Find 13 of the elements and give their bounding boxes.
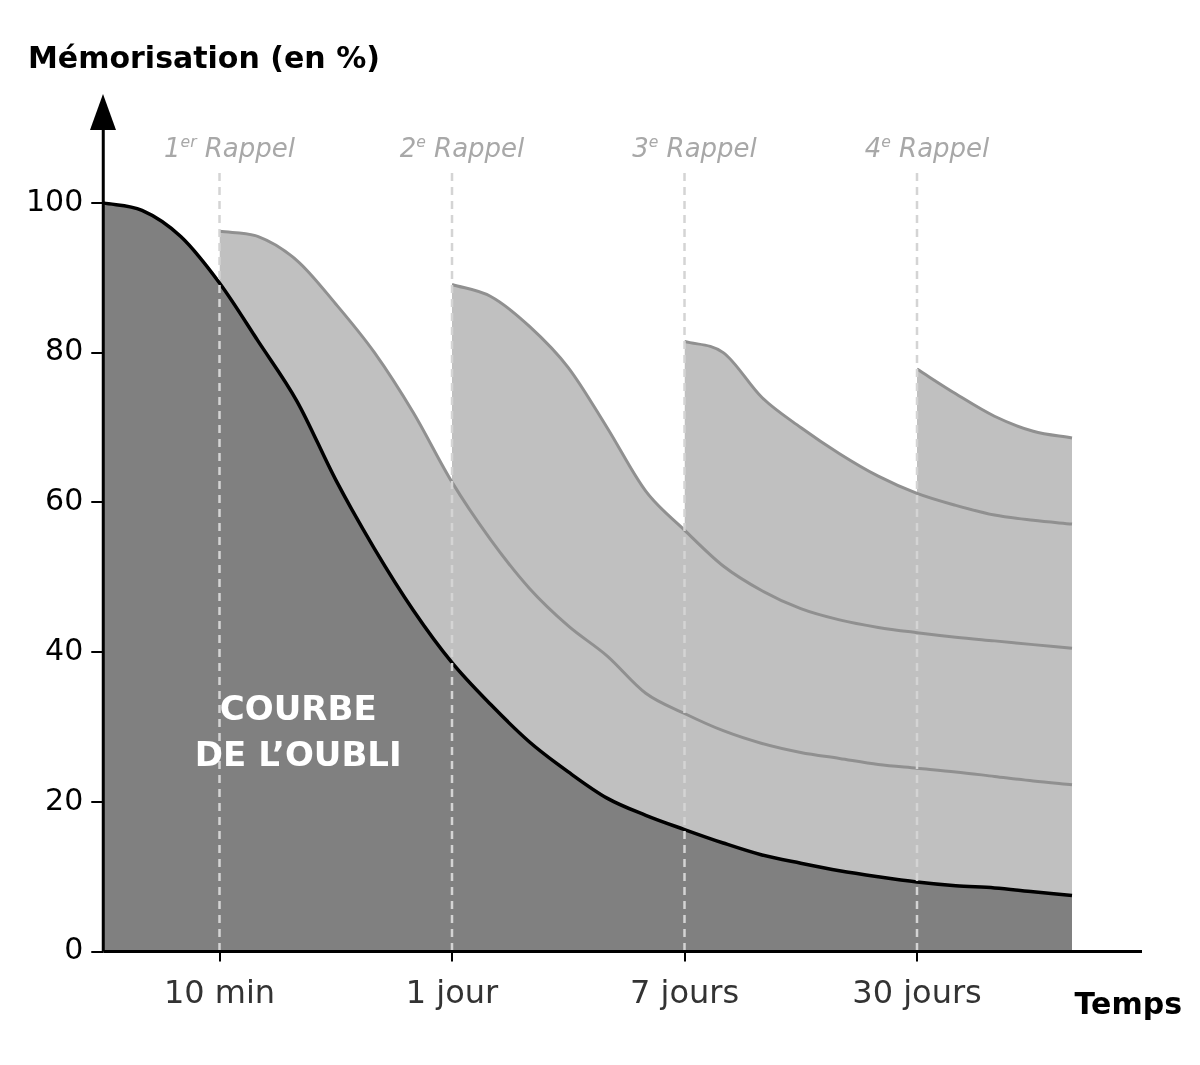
y-tick-label: 80 (45, 332, 84, 368)
x-tick-label: 10 min (163, 973, 276, 1012)
x-tick-label: 1 jour (405, 973, 500, 1012)
x-tick-label: 30 jours (852, 973, 982, 1012)
y-axis-title: Mémorisation (en %) (28, 40, 380, 75)
series-label: COURBE DE L’OUBLI (194, 688, 402, 775)
x-axis-title: Temps (1074, 985, 1182, 1021)
y-tick-label: 40 (45, 631, 84, 667)
y-tick-label: 20 (45, 781, 84, 817)
y-tick-label: 0 (64, 931, 84, 967)
x-tick-label: 7 jours (629, 973, 740, 1012)
y-tick-label: 100 (26, 182, 84, 218)
y-tick-label: 60 (45, 482, 84, 518)
